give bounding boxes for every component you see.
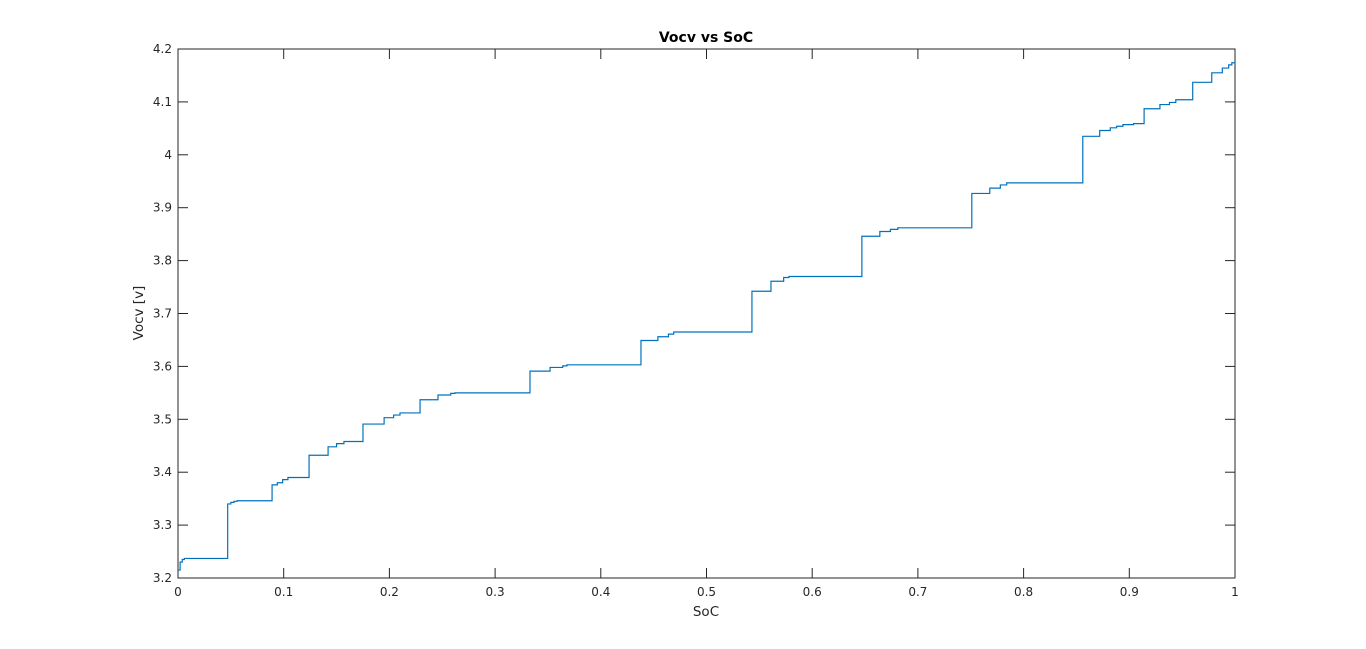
y-tick-label: 3.7 [153, 307, 172, 321]
x-tick-label: 0.9 [1120, 585, 1139, 599]
x-tick-label: 0 [174, 585, 182, 599]
x-tick-label: 0.6 [803, 585, 822, 599]
y-axis-label: Vocv [v] [131, 286, 147, 341]
x-tick-label: 0.7 [908, 585, 927, 599]
x-tick-label: 0.2 [380, 585, 399, 599]
y-tick-label: 3.2 [153, 571, 172, 585]
plot-area-box [177, 48, 1236, 579]
y-tick-label: 3.3 [153, 518, 172, 532]
y-tick-label: 3.6 [153, 359, 172, 373]
x-tick-label: 0.1 [274, 585, 293, 599]
x-tick-label: 1 [1231, 585, 1239, 599]
y-tick-label: 4 [164, 148, 172, 162]
y-tick-label: 4.1 [153, 95, 172, 109]
y-tick-label: 3.9 [153, 201, 172, 215]
y-tick-label: 3.5 [153, 412, 172, 426]
x-tick-label: 0.4 [591, 585, 610, 599]
chart-title: Vocv vs SoC [659, 30, 753, 46]
y-tick-label: 3.4 [153, 465, 172, 479]
x-tick-label: 0.3 [486, 585, 505, 599]
series-line-vocv [178, 62, 1236, 571]
y-tick-label: 3.8 [153, 254, 172, 268]
x-tick-label: 0.5 [697, 585, 716, 599]
plot-axes: 0 0.1 0.2 0.3 0.4 0.5 0.6 0.7 0.8 0.9 1 3.2 3.3 3.4 3.… [153, 42, 1239, 599]
x-tick-label: 0.8 [1014, 585, 1033, 599]
y-tick-label: 4.2 [153, 42, 172, 56]
x-axis-label: SoC [693, 604, 719, 620]
